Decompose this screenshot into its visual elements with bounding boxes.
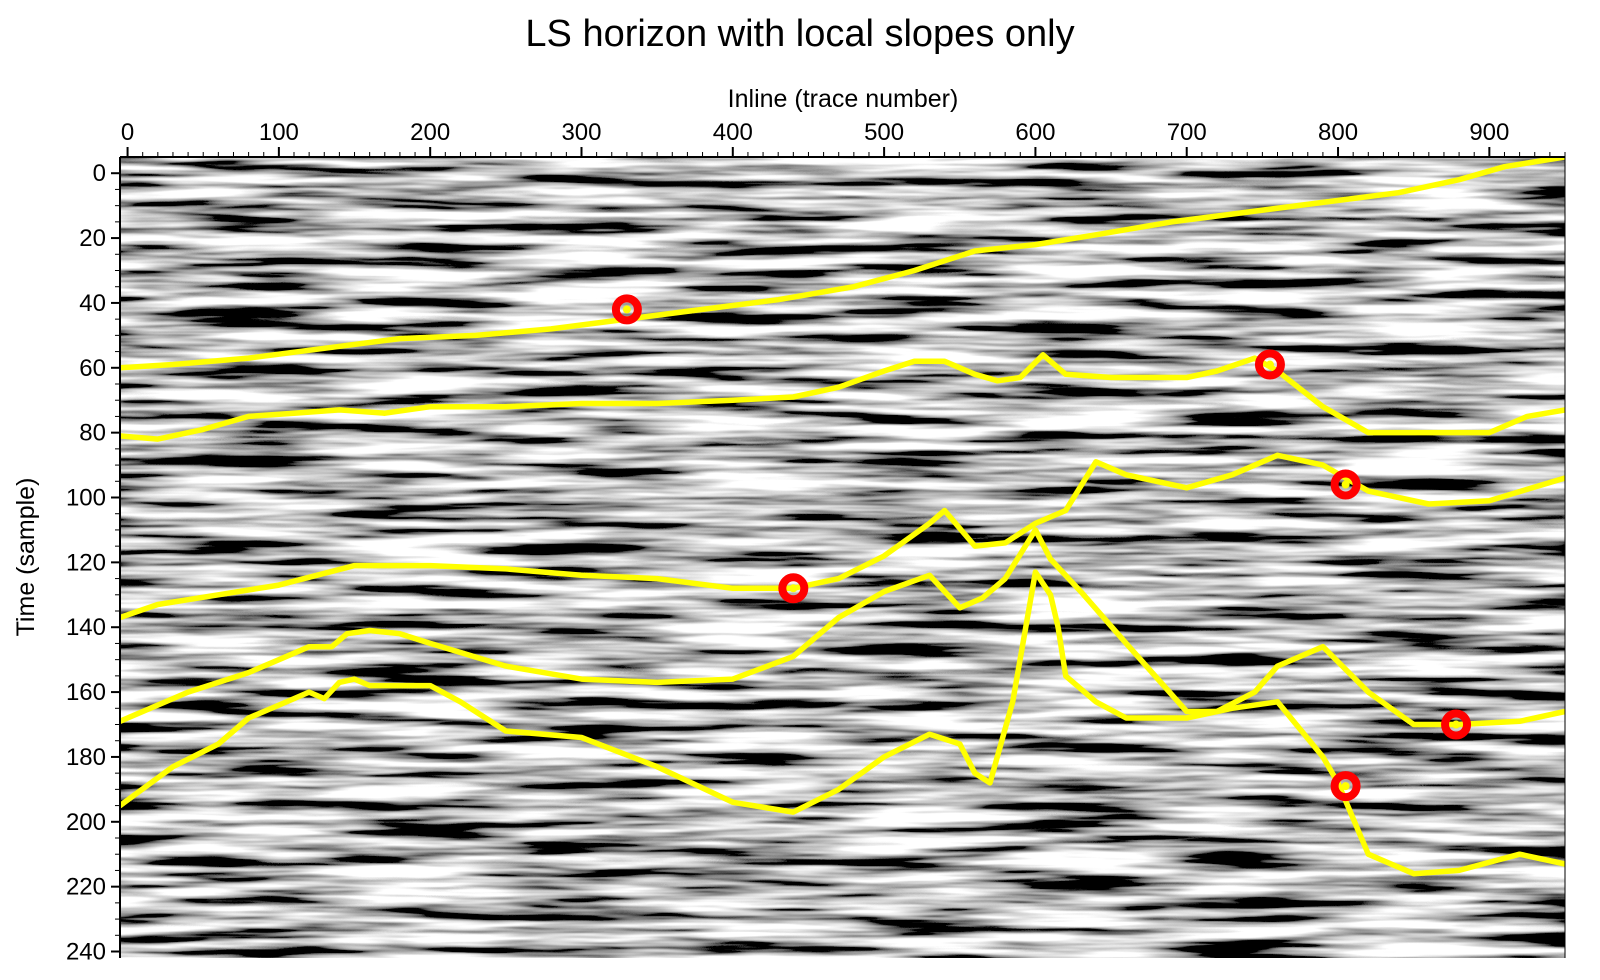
seismic-texture xyxy=(120,157,1565,958)
control-point-center xyxy=(1341,782,1350,791)
x-tick-label: 0 xyxy=(121,119,134,146)
horizon-line xyxy=(120,527,1565,728)
y-tick-label: 140 xyxy=(66,614,106,641)
y-tick-label: 180 xyxy=(66,744,106,771)
control-point xyxy=(1254,349,1285,380)
y-tick-label: 240 xyxy=(66,939,106,966)
horizon-line xyxy=(120,452,1565,621)
x-tick-label: 200 xyxy=(410,119,450,146)
control-point xyxy=(1330,771,1361,802)
control-points xyxy=(611,294,1472,802)
x-tick-label: 600 xyxy=(1015,119,1055,146)
control-point-center xyxy=(1265,360,1274,369)
control-point-ring xyxy=(1254,349,1285,380)
y-tick-label: 160 xyxy=(66,679,106,706)
y-axis-label: Time (sample) xyxy=(12,478,40,637)
y-tick-label: 220 xyxy=(66,874,106,901)
x-tick-label: 400 xyxy=(713,119,753,146)
horizon-line xyxy=(120,352,1565,442)
control-point-center xyxy=(622,305,631,314)
control-point-ring xyxy=(1330,771,1361,802)
axes: 0 100 200 300 400 500 600 700 800 900 0 20 40 60 80 100… xyxy=(66,119,1566,966)
x-tick-label: 100 xyxy=(259,119,299,146)
y-tick-label: 120 xyxy=(66,549,106,576)
x-axis-label: Inline (trace number) xyxy=(728,85,959,113)
y-tick-label: 80 xyxy=(79,420,106,447)
x-tick-label: 900 xyxy=(1469,119,1509,146)
x-tick-label: 300 xyxy=(561,119,601,146)
control-point xyxy=(1441,709,1472,740)
y-tick-label: 60 xyxy=(79,355,106,382)
x-tick-label: 700 xyxy=(1167,119,1207,146)
control-point-ring xyxy=(611,294,642,325)
control-point-ring xyxy=(778,573,809,604)
chart-title: LS horizon with local slopes only xyxy=(525,13,1074,55)
y-tick-label: 40 xyxy=(79,290,106,317)
horizon-line xyxy=(120,569,1565,877)
control-point-center xyxy=(1452,720,1461,729)
control-point-ring xyxy=(1441,709,1472,740)
control-point xyxy=(778,573,809,604)
y-tick-label: 0 xyxy=(93,160,106,187)
x-tick-label: 500 xyxy=(864,119,904,146)
control-point-center xyxy=(789,584,798,593)
y-tick-label: 200 xyxy=(66,809,106,836)
seismic-image xyxy=(120,157,1565,958)
control-point-ring xyxy=(1330,469,1361,500)
horizon-line xyxy=(120,157,1565,371)
y-tick-label: 20 xyxy=(79,225,106,252)
control-point-center xyxy=(1341,480,1350,489)
y-tick-label: 100 xyxy=(66,485,106,512)
x-tick-label: 800 xyxy=(1318,119,1358,146)
control-point xyxy=(1330,469,1361,500)
horizons xyxy=(120,157,1565,877)
control-point xyxy=(611,294,642,325)
